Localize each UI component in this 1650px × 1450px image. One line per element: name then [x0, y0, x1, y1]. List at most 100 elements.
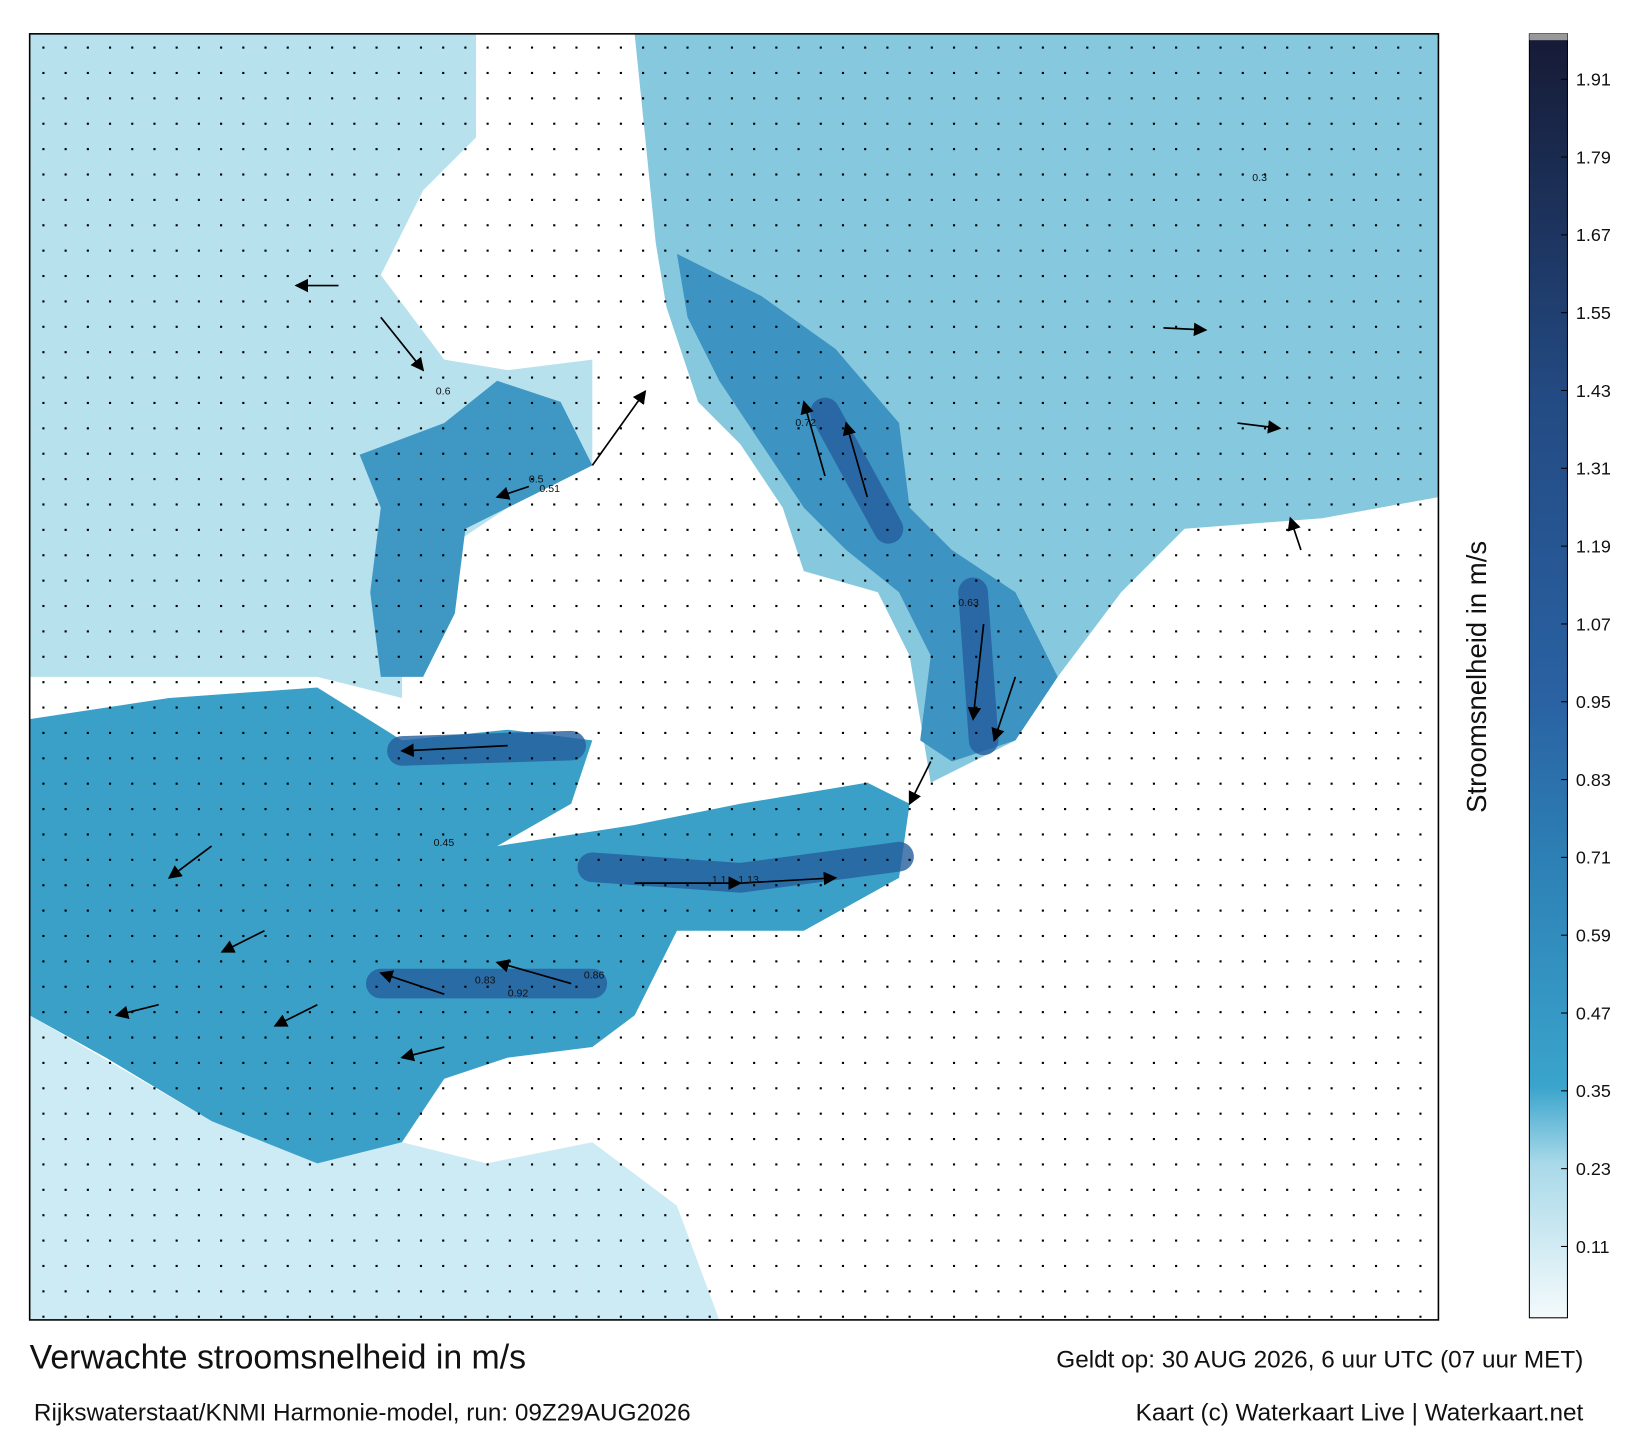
- grid-dot: [1108, 604, 1111, 608]
- grid-dot: [775, 1061, 778, 1064]
- grid-dot: [86, 579, 89, 582]
- grid-dot: [886, 325, 889, 328]
- grid-dot: [242, 731, 245, 734]
- grid-dot: [841, 1087, 845, 1090]
- grid-dot: [397, 173, 400, 176]
- grid-dot: [308, 351, 311, 354]
- grid-dot: [442, 782, 445, 785]
- grid-dot: [1130, 782, 1133, 785]
- grid-dot: [1219, 1036, 1222, 1039]
- grid-dot: [930, 1239, 933, 1242]
- grid-dot: [264, 731, 267, 734]
- grid-dot: [1019, 985, 1022, 988]
- grid-dot: [908, 224, 911, 227]
- grid-dot: [797, 401, 800, 405]
- grid-dot: [1241, 478, 1244, 481]
- grid-dot: [220, 71, 223, 75]
- grid-dot: [419, 858, 423, 861]
- grid-dot: [419, 1036, 423, 1039]
- grid-dot: [108, 1264, 112, 1268]
- grid-dot: [1286, 274, 1289, 278]
- grid-dot: [153, 71, 156, 75]
- grid-dot: [397, 376, 400, 379]
- grid-dot: [508, 427, 511, 430]
- grid-dot: [1330, 478, 1333, 481]
- grid-dot: [553, 1214, 556, 1217]
- grid-dot: [508, 376, 511, 379]
- grid-dot: [331, 731, 334, 734]
- grid-dot: [775, 1163, 778, 1166]
- grid-dot: [153, 1087, 156, 1090]
- grid-dot: [597, 71, 600, 75]
- grid-dot: [597, 97, 600, 100]
- grid-dot: [1197, 909, 1200, 912]
- grid-dot: [530, 198, 534, 201]
- grid-dot: [1419, 1138, 1422, 1141]
- grid-dot: [1064, 478, 1067, 481]
- grid-dot: [753, 71, 756, 75]
- grid-dot: [464, 1061, 467, 1064]
- grid-dot: [797, 1239, 800, 1242]
- grid-dot: [286, 1138, 289, 1141]
- grid-dot: [775, 731, 778, 734]
- grid-dot: [42, 503, 45, 506]
- grid-dot: [331, 401, 334, 405]
- grid-dot: [264, 579, 267, 582]
- grid-dot: [642, 224, 645, 227]
- flow-arrow: [1287, 516, 1302, 551]
- grid-dot: [930, 1264, 933, 1268]
- grid-dot: [575, 503, 578, 506]
- grid-dot: [331, 1061, 334, 1064]
- grid-dot: [286, 325, 289, 328]
- grid-dot: [375, 833, 378, 836]
- grid-dot: [1374, 97, 1378, 100]
- grid-dot: [952, 376, 956, 379]
- grid-dot: [686, 706, 689, 709]
- grid-dot: [153, 630, 156, 633]
- grid-dot: [1152, 1239, 1155, 1242]
- grid-dot: [1086, 478, 1089, 481]
- grid-dot: [108, 46, 112, 49]
- grid-dot: [1374, 1264, 1378, 1268]
- grid-dot: [619, 731, 622, 734]
- grid-dot: [886, 858, 889, 861]
- grid-dot: [42, 274, 45, 278]
- grid-dot: [619, 1011, 622, 1014]
- grid-dot: [464, 681, 467, 684]
- grid-dot: [42, 1264, 45, 1268]
- grid-dot: [841, 351, 845, 354]
- grid-dot: [153, 427, 156, 430]
- grid-dot: [753, 478, 756, 481]
- grid-dot: [708, 1087, 711, 1090]
- grid-dot: [753, 224, 756, 227]
- grid-dot: [1197, 427, 1200, 430]
- colorbar-tick-label: 0.71: [1576, 848, 1611, 868]
- grid-dot: [1086, 1011, 1089, 1014]
- grid-dot: [753, 528, 756, 531]
- grid-dot: [1419, 401, 1422, 405]
- grid-dot: [108, 148, 112, 151]
- grid-dot: [753, 1061, 756, 1064]
- grid-dot: [886, 503, 889, 506]
- grid-dot: [664, 1214, 667, 1217]
- grid-dot: [1019, 71, 1022, 75]
- grid-dot: [175, 427, 178, 430]
- grid-dot: [353, 858, 356, 861]
- grid-dot: [1374, 579, 1378, 582]
- grid-dot: [464, 1036, 467, 1039]
- grid-dot: [442, 554, 445, 557]
- grid-dot: [397, 401, 400, 405]
- grid-dot: [1152, 757, 1155, 760]
- grid-dot: [1041, 884, 1044, 887]
- grid-dot: [886, 1315, 889, 1318]
- grid-dot: [553, 655, 556, 658]
- grid-dot: [175, 173, 178, 176]
- grid-dot: [308, 655, 311, 658]
- grid-dot: [975, 1163, 978, 1166]
- flow-arrow: [908, 761, 932, 806]
- grid-dot: [619, 300, 622, 303]
- grid-dot: [619, 909, 622, 912]
- grid-dot: [664, 249, 667, 252]
- grid-dot: [1286, 427, 1289, 430]
- grid-dot: [575, 1264, 578, 1268]
